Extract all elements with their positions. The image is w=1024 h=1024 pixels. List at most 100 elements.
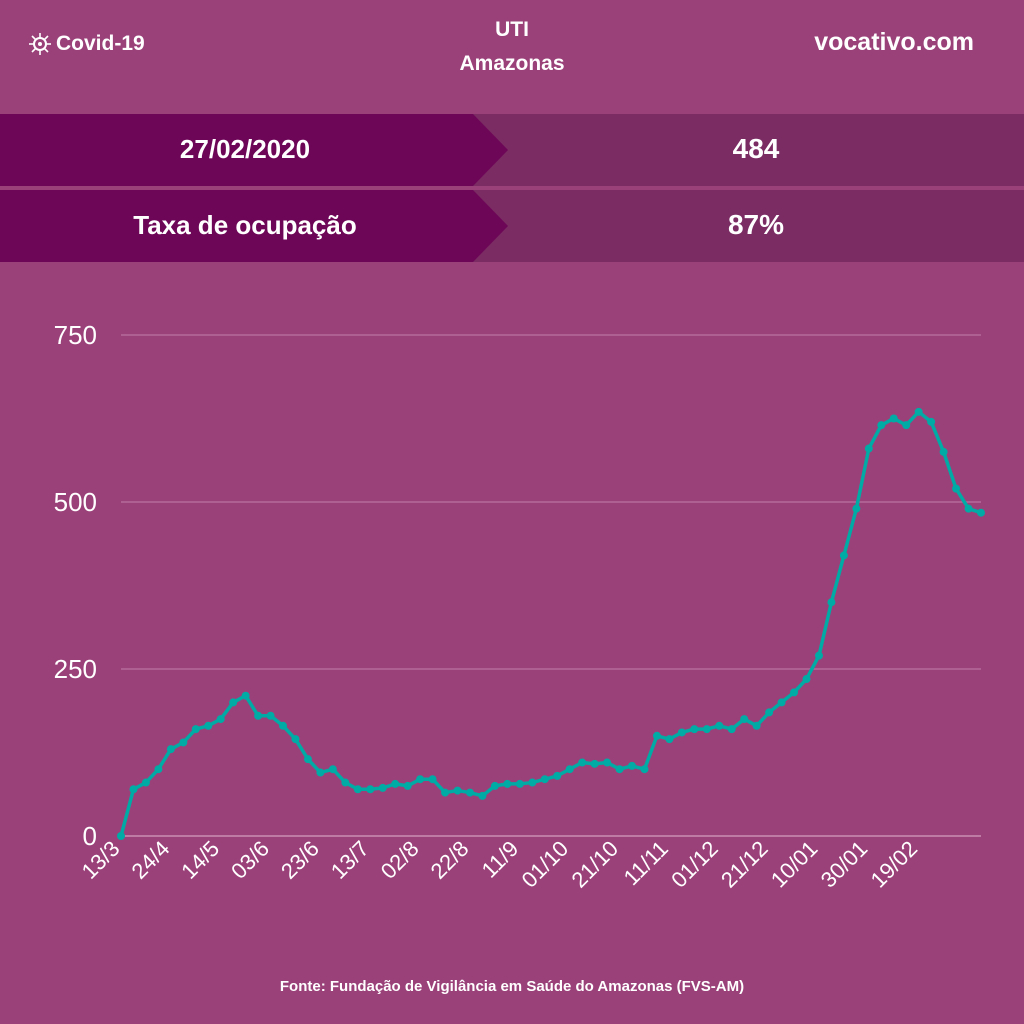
y-tick-label: 500	[54, 487, 97, 517]
data-point	[216, 715, 225, 724]
x-tick-label: 21/10	[566, 836, 623, 893]
x-tick-label: 24/4	[126, 836, 174, 884]
data-point	[677, 728, 686, 737]
x-tick-label: 21/12	[716, 836, 773, 893]
data-point	[902, 421, 911, 430]
x-tick-label: 11/11	[619, 836, 673, 890]
data-point	[528, 778, 537, 787]
data-point	[353, 785, 362, 794]
data-point	[715, 721, 724, 730]
data-point	[578, 758, 587, 767]
chart-title: UTI	[495, 18, 529, 41]
brand: Covid-19	[28, 32, 145, 56]
data-point	[453, 786, 462, 795]
data-point	[279, 721, 288, 730]
x-tick-label: 14/5	[176, 836, 224, 884]
series-line	[119, 410, 982, 837]
x-tick-label: 02/8	[376, 836, 424, 884]
occupancy-label: Taxa de ocupação	[133, 210, 357, 240]
data-point	[839, 551, 848, 560]
data-point	[403, 781, 412, 790]
x-tick-label: 01/12	[666, 836, 723, 893]
data-point	[191, 725, 200, 734]
source-note: Fonte: Fundação de Vigilância em Saúde d…	[279, 978, 745, 995]
data-point	[303, 755, 312, 764]
data-point	[690, 725, 699, 734]
data-point	[802, 675, 811, 684]
x-tick-label: 13/7	[326, 836, 374, 884]
data-point	[790, 688, 799, 697]
summary-row-date: 27/02/2020 484	[0, 114, 1024, 186]
x-tick-label: 10/01	[766, 836, 823, 893]
data-point	[615, 765, 624, 774]
data-point	[827, 598, 836, 607]
data-point	[914, 407, 923, 416]
data-point	[640, 765, 649, 774]
data-point	[652, 731, 661, 740]
data-point	[540, 775, 549, 784]
data-point	[628, 761, 637, 770]
data-point	[291, 735, 300, 744]
data-point	[241, 691, 250, 700]
data-point	[129, 785, 138, 794]
data-point	[179, 738, 188, 747]
data-point	[229, 698, 238, 707]
data-point	[478, 791, 487, 800]
x-tick-label: 03/6	[226, 836, 274, 884]
data-point	[316, 768, 325, 777]
data-point	[852, 504, 861, 513]
data-point	[441, 788, 450, 797]
y-tick-label: 0	[83, 821, 97, 851]
x-tick-label: 22/8	[426, 836, 474, 884]
data-point	[889, 414, 898, 423]
summary-row-occupancy: Taxa de ocupação 87%	[0, 190, 1024, 262]
data-point	[864, 444, 873, 453]
data-point	[328, 765, 337, 774]
data-point	[117, 832, 125, 840]
x-tick-label: 01/10	[517, 836, 574, 893]
data-point	[727, 725, 736, 734]
data-point	[952, 484, 961, 493]
x-tick-label: 23/6	[276, 836, 324, 884]
data-point	[565, 765, 574, 774]
data-point	[603, 758, 612, 767]
virus-icon	[29, 33, 51, 55]
data-point	[391, 779, 400, 788]
data-point	[939, 447, 948, 456]
data-point	[254, 711, 263, 720]
chart-subtitle: Amazonas	[459, 52, 565, 75]
data-point	[428, 775, 437, 784]
data-point	[141, 778, 150, 787]
occupancy-value: 87%	[727, 209, 785, 240]
x-tick-label: 30/01	[816, 836, 873, 893]
data-point	[964, 504, 973, 513]
data-point	[927, 417, 936, 426]
y-tick-label: 250	[54, 654, 97, 684]
data-point	[154, 765, 163, 774]
y-tick-label: 750	[54, 320, 97, 350]
x-tick-label: 19/02	[866, 836, 923, 893]
data-point	[166, 745, 175, 754]
data-point	[590, 759, 599, 768]
site-name: vocativo.com	[814, 28, 974, 56]
data-point	[416, 775, 425, 784]
summary-count: 484	[732, 133, 780, 164]
summary-date: 27/02/2020	[179, 134, 311, 164]
data-point	[777, 698, 786, 707]
data-point	[503, 779, 512, 788]
data-point	[378, 783, 387, 792]
data-point	[665, 735, 674, 744]
data-point	[877, 421, 886, 430]
data-point	[702, 725, 711, 734]
data-point	[366, 785, 375, 794]
data-point	[515, 779, 524, 788]
brand-label: Covid-19	[56, 32, 145, 55]
data-point	[814, 651, 823, 660]
data-point	[553, 771, 562, 780]
data-point	[204, 721, 213, 730]
data-point	[752, 721, 761, 730]
data-point	[765, 708, 774, 717]
data-point	[740, 715, 749, 724]
data-point	[490, 781, 499, 790]
